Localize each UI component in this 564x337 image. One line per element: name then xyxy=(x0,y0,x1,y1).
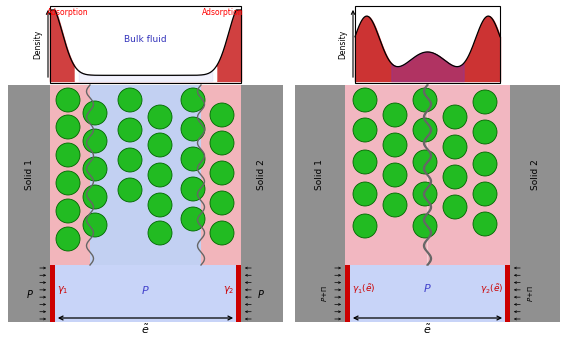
Bar xyxy=(428,85,510,265)
Circle shape xyxy=(148,133,172,157)
Text: Solid 2: Solid 2 xyxy=(258,160,267,190)
Bar xyxy=(345,265,510,322)
Circle shape xyxy=(413,214,437,238)
Circle shape xyxy=(473,120,497,144)
Bar xyxy=(510,85,560,265)
Circle shape xyxy=(181,177,205,201)
Text: $\gamma_2$: $\gamma_2$ xyxy=(223,283,234,296)
Circle shape xyxy=(83,101,107,125)
Circle shape xyxy=(181,88,205,112)
Circle shape xyxy=(83,213,107,237)
Circle shape xyxy=(413,182,437,206)
Bar xyxy=(510,265,560,322)
Circle shape xyxy=(473,182,497,206)
Text: Solid 2: Solid 2 xyxy=(531,160,540,190)
Text: Density: Density xyxy=(338,30,347,59)
Text: $\tilde{e}$: $\tilde{e}$ xyxy=(424,323,431,336)
Text: Bulk fluid: Bulk fluid xyxy=(124,35,167,44)
Circle shape xyxy=(353,182,377,206)
Circle shape xyxy=(473,212,497,236)
Circle shape xyxy=(148,105,172,129)
Bar xyxy=(345,85,510,265)
Text: $\gamma_1(\tilde{e})$: $\gamma_1(\tilde{e})$ xyxy=(352,283,376,296)
Bar xyxy=(50,85,90,265)
Bar xyxy=(50,265,241,322)
Bar xyxy=(355,6,500,83)
Circle shape xyxy=(383,163,407,187)
Text: Solid 1: Solid 1 xyxy=(315,159,324,190)
Circle shape xyxy=(210,103,234,127)
Text: $\tilde{e}$: $\tilde{e}$ xyxy=(142,323,149,336)
Circle shape xyxy=(443,195,467,219)
Bar xyxy=(50,265,55,322)
Circle shape xyxy=(56,115,80,139)
Bar xyxy=(241,265,283,322)
Bar xyxy=(241,85,283,265)
Text: Density: Density xyxy=(33,30,42,59)
Text: $P\!+\!\Pi$: $P\!+\!\Pi$ xyxy=(526,285,535,302)
Circle shape xyxy=(148,221,172,245)
Text: $P$: $P$ xyxy=(141,283,150,296)
Circle shape xyxy=(473,152,497,176)
Circle shape xyxy=(56,88,80,112)
Circle shape xyxy=(413,88,437,112)
Text: $P$: $P$ xyxy=(257,287,265,300)
Text: $P$: $P$ xyxy=(423,281,432,294)
Bar xyxy=(201,85,241,265)
Bar xyxy=(8,265,50,322)
Circle shape xyxy=(56,143,80,167)
Text: $P\!+\!\Pi$: $P\!+\!\Pi$ xyxy=(320,285,329,302)
Circle shape xyxy=(83,185,107,209)
Circle shape xyxy=(181,207,205,231)
Circle shape xyxy=(56,227,80,251)
Circle shape xyxy=(181,147,205,171)
Circle shape xyxy=(118,118,142,142)
Circle shape xyxy=(83,129,107,153)
Bar xyxy=(90,85,201,265)
Bar xyxy=(505,265,510,322)
Circle shape xyxy=(83,157,107,181)
Text: Solid 1: Solid 1 xyxy=(24,159,33,190)
Bar xyxy=(295,85,345,265)
Circle shape xyxy=(118,178,142,202)
Bar xyxy=(8,85,50,265)
Circle shape xyxy=(56,171,80,195)
Text: Adsorption: Adsorption xyxy=(202,8,244,17)
Text: $\gamma_1$: $\gamma_1$ xyxy=(57,283,68,296)
Circle shape xyxy=(181,117,205,141)
Circle shape xyxy=(443,165,467,189)
Bar xyxy=(236,265,241,322)
Circle shape xyxy=(443,105,467,129)
Circle shape xyxy=(353,88,377,112)
Circle shape xyxy=(210,191,234,215)
Circle shape xyxy=(353,150,377,174)
Circle shape xyxy=(353,214,377,238)
Circle shape xyxy=(413,118,437,142)
Circle shape xyxy=(118,148,142,172)
Text: $P$: $P$ xyxy=(26,287,34,300)
Circle shape xyxy=(353,118,377,142)
Bar xyxy=(345,265,350,322)
Circle shape xyxy=(473,90,497,114)
Circle shape xyxy=(148,163,172,187)
Text: Adsorption: Adsorption xyxy=(47,8,89,17)
Circle shape xyxy=(383,193,407,217)
Circle shape xyxy=(210,221,234,245)
Circle shape xyxy=(210,131,234,155)
Bar xyxy=(295,265,345,322)
Circle shape xyxy=(56,199,80,223)
Circle shape xyxy=(383,103,407,127)
Circle shape xyxy=(148,193,172,217)
Bar xyxy=(345,85,427,265)
Circle shape xyxy=(118,88,142,112)
Circle shape xyxy=(443,135,467,159)
Bar xyxy=(50,6,241,83)
Text: $\gamma_2(\tilde{e})$: $\gamma_2(\tilde{e})$ xyxy=(479,283,503,296)
Circle shape xyxy=(413,150,437,174)
Circle shape xyxy=(210,161,234,185)
Circle shape xyxy=(383,133,407,157)
